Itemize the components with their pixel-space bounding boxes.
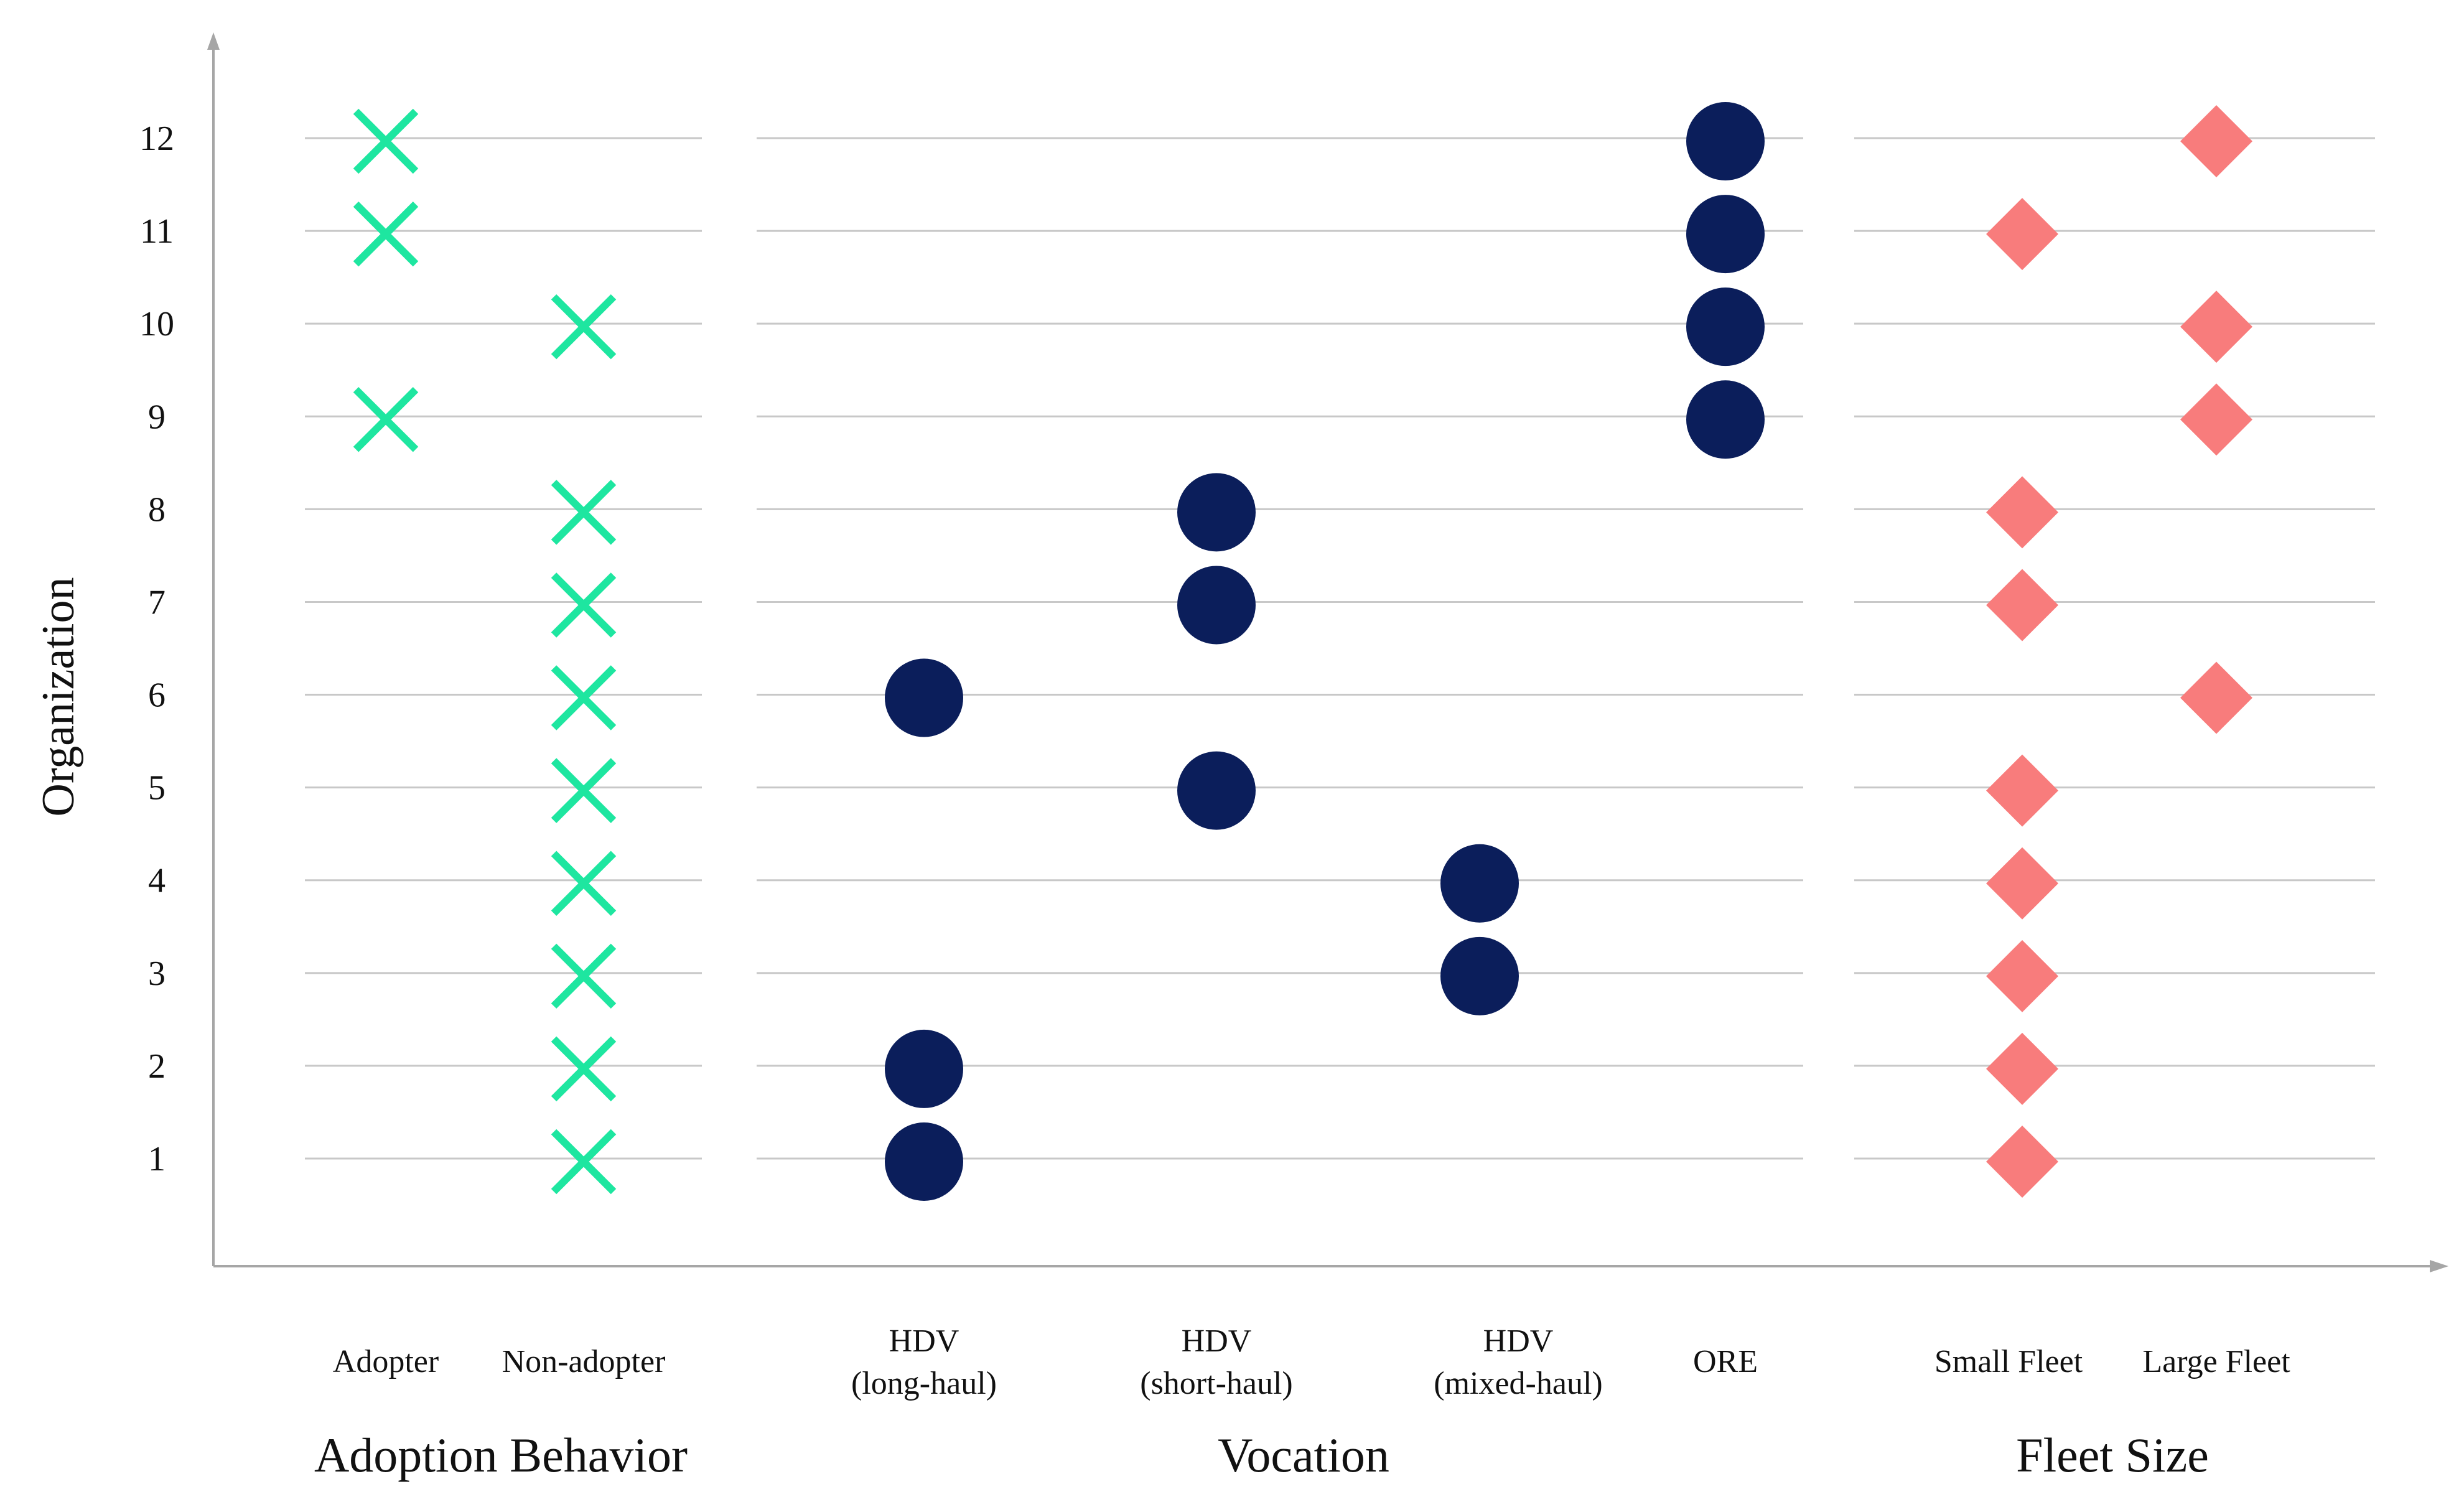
circle-marker — [1440, 844, 1519, 923]
category-label: ORE — [1693, 1344, 1758, 1379]
diamond-marker — [2180, 105, 2252, 177]
y-tick-label: 5 — [148, 769, 166, 808]
diamond-marker — [1986, 940, 2058, 1012]
y-tick-label: 1 — [148, 1140, 166, 1178]
group-labels: Adoption Behavior Vocation Fleet Size — [314, 1428, 2209, 1482]
x-marker — [551, 572, 617, 638]
y-tick-label: 2 — [148, 1047, 166, 1086]
y-tick-label: 11 — [140, 212, 174, 251]
circle-marker — [885, 1029, 963, 1108]
y-tick-label: 4 — [148, 862, 166, 900]
x-marker — [551, 758, 617, 823]
x-marker — [353, 108, 419, 174]
circle-marker — [1177, 473, 1256, 552]
axes-layer — [207, 32, 2448, 1272]
x-marker — [551, 665, 617, 730]
x-marker — [551, 1129, 617, 1195]
category-label: Large Fleet — [2142, 1344, 2290, 1379]
diamond-marker — [1986, 476, 2058, 549]
category-label: HDV — [889, 1323, 959, 1359]
x-marker — [551, 943, 617, 1009]
diamond-marker — [2180, 383, 2252, 456]
circle-marker — [1177, 751, 1256, 830]
circle-marker — [885, 658, 963, 737]
category-label: HDV — [1483, 1323, 1554, 1359]
x-marker — [353, 201, 419, 267]
x-marker — [551, 1036, 617, 1102]
group-label: Fleet Size — [2016, 1428, 2209, 1482]
x-marker — [551, 294, 617, 360]
data-marks — [353, 102, 2252, 1201]
grid-layer — [305, 137, 2375, 1160]
diamond-marker — [1986, 1126, 2058, 1198]
y-tick-label: 10 — [139, 305, 174, 343]
diamond-marker — [2180, 661, 2252, 734]
x-marker — [551, 480, 617, 545]
x-axis-arrow — [2430, 1260, 2448, 1272]
x-marker — [551, 851, 617, 916]
category-label: Non-adopter — [502, 1344, 666, 1379]
y-tick-label: 6 — [148, 676, 166, 715]
y-tick-label: 7 — [148, 583, 166, 622]
diamond-marker — [1986, 198, 2058, 271]
diamond-marker — [1986, 569, 2058, 641]
diamond-marker — [1986, 1032, 2058, 1105]
category-label: Small Fleet — [1934, 1344, 2083, 1379]
y-axis-label: Organization — [33, 577, 84, 817]
group-label: Adoption Behavior — [314, 1428, 688, 1482]
diamond-marker — [1986, 754, 2058, 827]
category-label: (mixed-haul) — [1434, 1366, 1602, 1401]
y-tick-label: 9 — [148, 398, 166, 436]
category-label: (long-haul) — [851, 1366, 997, 1401]
diamond-marker — [1986, 847, 2058, 920]
y-tick-label: 12 — [139, 119, 174, 158]
circle-marker — [1440, 936, 1519, 1015]
circle-marker — [1686, 287, 1765, 366]
x-marker — [353, 387, 419, 452]
category-label: (short-haul) — [1140, 1366, 1292, 1401]
group-label: Vocation — [1218, 1428, 1389, 1482]
y-axis-arrow — [207, 32, 220, 50]
category-labels: Adopter Non-adopter HDV (long-haul) HDV (shor… — [333, 1323, 2290, 1401]
circle-marker — [1177, 566, 1256, 645]
category-label: Adopter — [333, 1344, 439, 1379]
category-label: HDV — [1182, 1323, 1252, 1359]
circle-marker — [885, 1122, 963, 1201]
circle-marker — [1686, 102, 1765, 180]
diamond-marker — [2180, 291, 2252, 363]
y-tick-label: 3 — [148, 954, 166, 993]
y-tick-label: 8 — [148, 490, 166, 529]
circle-marker — [1686, 195, 1765, 274]
circle-marker — [1686, 380, 1765, 459]
